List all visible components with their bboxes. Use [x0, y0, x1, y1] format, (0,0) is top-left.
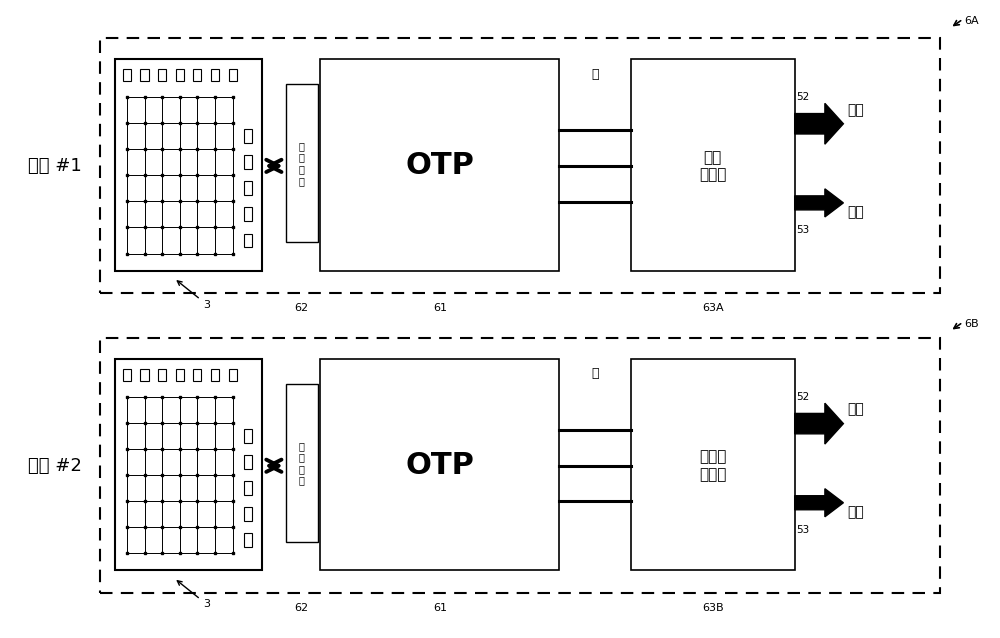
FancyArrow shape	[795, 403, 843, 444]
Bar	[244, 481, 252, 495]
Text: 53: 53	[797, 525, 810, 535]
Text: 63A: 63A	[702, 303, 724, 313]
Bar	[176, 70, 184, 81]
Bar	[244, 429, 252, 443]
Bar	[100, 338, 940, 593]
Text: 62: 62	[295, 603, 309, 613]
Bar	[286, 84, 318, 242]
Bar	[123, 70, 131, 81]
Text: 61: 61	[433, 303, 447, 313]
Text: 非永久
寄存器: 非永久 寄存器	[699, 450, 726, 482]
Text: 53: 53	[797, 225, 810, 235]
Bar	[176, 369, 184, 381]
FancyArrow shape	[795, 103, 843, 144]
Bar	[286, 384, 318, 542]
Bar	[244, 181, 252, 195]
Bar	[631, 59, 795, 271]
Bar	[244, 129, 252, 143]
Bar	[631, 359, 795, 570]
Bar	[244, 207, 252, 221]
Bar	[158, 369, 166, 381]
Text: 口
总
线
池: 口 总 线 池	[299, 441, 305, 486]
Text: 6A: 6A	[964, 16, 979, 26]
Text: 架构 #2: 架构 #2	[28, 457, 82, 475]
Bar	[100, 38, 940, 293]
Text: 口
总
线
池: 口 总 线 池	[299, 141, 305, 186]
Text: 线: 线	[591, 68, 599, 80]
Bar	[123, 369, 131, 381]
Bar	[193, 369, 201, 381]
Bar	[140, 369, 149, 381]
Bar	[229, 369, 237, 381]
Text: 有效: 有效	[847, 205, 864, 219]
Bar	[229, 70, 237, 81]
Text: 架构 #1: 架构 #1	[28, 157, 82, 175]
Bar	[320, 59, 559, 271]
Text: 3: 3	[177, 281, 210, 309]
Text: 63B: 63B	[702, 603, 724, 613]
Bar	[211, 369, 219, 381]
FancyArrow shape	[795, 489, 843, 517]
Text: OTP: OTP	[405, 451, 474, 480]
Text: 52: 52	[797, 392, 810, 402]
Text: 有效: 有效	[847, 505, 864, 519]
Bar	[244, 533, 252, 547]
Bar	[244, 234, 252, 248]
Text: OTP: OTP	[405, 151, 474, 181]
FancyArrow shape	[795, 189, 843, 217]
Bar	[158, 70, 166, 81]
Text: 使能: 使能	[847, 103, 864, 117]
Bar	[115, 359, 262, 570]
Bar	[115, 59, 262, 271]
Bar	[244, 507, 252, 521]
Bar	[320, 359, 559, 570]
Text: 线: 线	[591, 367, 599, 380]
Text: 6B: 6B	[964, 319, 979, 329]
Text: 52: 52	[797, 92, 810, 102]
Text: 使能: 使能	[847, 403, 864, 417]
Text: 永久
寄存器: 永久 寄存器	[699, 150, 726, 182]
Bar	[244, 455, 252, 469]
Bar	[211, 70, 219, 81]
Bar	[244, 155, 252, 169]
Bar	[193, 70, 201, 81]
Text: 62: 62	[295, 303, 309, 313]
Text: 61: 61	[433, 603, 447, 613]
Bar	[140, 70, 149, 81]
Text: 3: 3	[177, 581, 210, 609]
